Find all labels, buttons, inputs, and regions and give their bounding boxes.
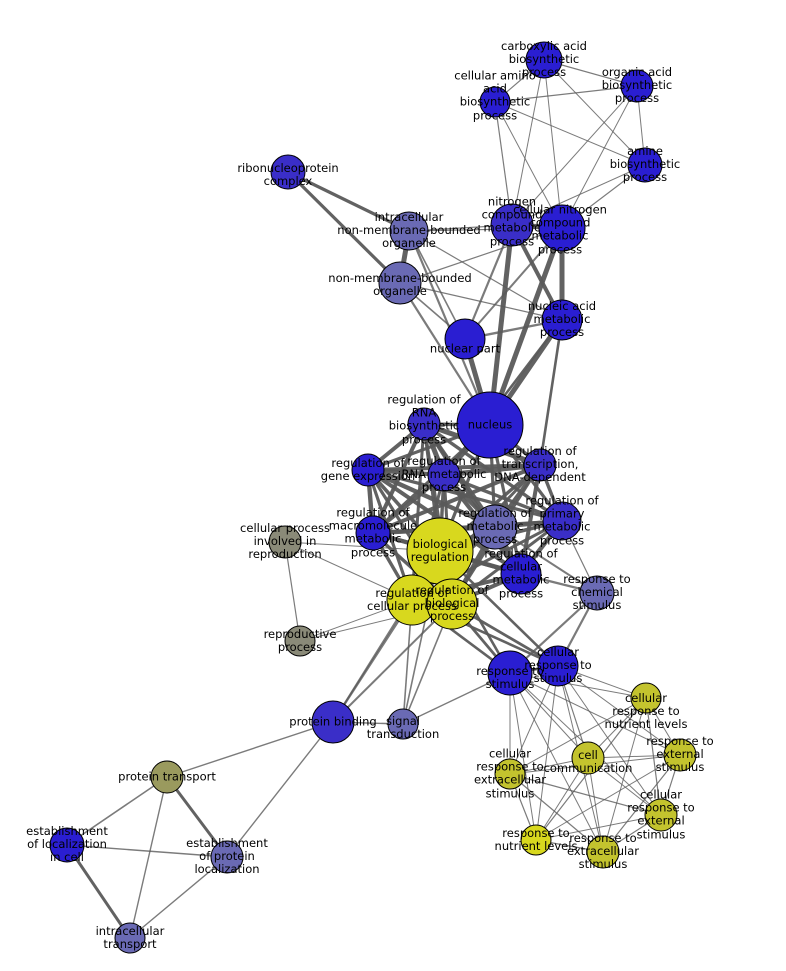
graph-edge <box>602 697 647 853</box>
graph-node-regulation-of-rna-metabolic-process[interactable] <box>427 458 461 492</box>
graph-edge <box>464 227 563 340</box>
graph-node-regulation-of-macromolecule-metabolic-process[interactable] <box>355 515 391 551</box>
graph-edge <box>66 844 228 858</box>
graph-edge <box>408 230 563 321</box>
graph-edge <box>645 697 662 816</box>
nodes-layer <box>49 41 697 954</box>
graph-edge <box>286 170 402 285</box>
graph-node-amine-biosynthetic-process[interactable] <box>627 147 663 183</box>
graph-edge <box>509 697 647 775</box>
graph-node-response-to-nutrient-levels[interactable] <box>520 824 552 856</box>
graph-edge <box>494 85 638 103</box>
graph-edge <box>509 672 647 699</box>
graph-node-nucleus[interactable] <box>456 391 524 459</box>
graph-edge <box>399 282 563 321</box>
graph-node-cell-communication[interactable] <box>571 741 605 775</box>
graph-node-regulation-of-biological-process[interactable] <box>426 578 478 630</box>
graph-edge <box>332 603 453 723</box>
graph-node-response-to-chemical-stimulus[interactable] <box>579 575 615 611</box>
graph-node-establishment-of-localization-in-cell[interactable] <box>49 827 85 863</box>
graph-node-regulation-of-cellular-metabolic-process[interactable] <box>500 553 542 595</box>
graph-node-response-to-external-stimulus[interactable] <box>663 738 697 772</box>
graph-edge <box>367 467 496 530</box>
graph-node-nucleic-acid-metabolic-process[interactable] <box>541 299 583 341</box>
graph-edge <box>226 721 334 858</box>
graph-node-organic-acid-biosynthetic-process[interactable] <box>620 69 654 103</box>
graph-node-cellular-process-involved-in-reproduction[interactable] <box>268 525 302 559</box>
graph-edge <box>494 101 646 166</box>
graph-edge <box>423 422 563 523</box>
graph-edge <box>543 59 646 166</box>
graph-edge <box>287 170 410 233</box>
graph-node-cellular-response-to-external-stimulus[interactable] <box>644 798 678 832</box>
graph-edge <box>543 59 563 229</box>
graph-edge <box>557 665 681 756</box>
graph-edge <box>487 224 515 426</box>
graph-edge <box>129 776 168 939</box>
graph-node-protein-binding[interactable] <box>311 700 355 744</box>
graph-node-non-membrane-bounded-organelle[interactable] <box>378 261 422 305</box>
graph-node-cellular-response-to-extracellular-stimulus[interactable] <box>494 758 526 790</box>
graph-edge <box>284 541 301 642</box>
graph-edge <box>509 672 537 841</box>
graph-node-protein-transport[interactable] <box>150 760 184 794</box>
graph-node-cellular-amino-acid-biosynthetic-process[interactable] <box>479 86 511 118</box>
graph-edge <box>408 227 563 232</box>
graph-edge <box>509 773 604 853</box>
graph-edge <box>65 844 132 939</box>
graph-edge <box>511 59 545 226</box>
graph-edge <box>511 164 646 226</box>
graph-node-cellular-response-to-stimulus[interactable] <box>537 645 579 687</box>
graph-edge <box>511 85 638 226</box>
graph-node-ribonucleoprotein-complex[interactable] <box>270 154 306 190</box>
graph-node-intracellular-non-membrane-bounded-organelle[interactable] <box>389 211 429 251</box>
graph-edge <box>538 319 564 466</box>
graph-node-nuclear-part[interactable] <box>444 318 486 360</box>
graph-node-biological-regulation[interactable] <box>406 517 474 585</box>
graph-node-cellular-nitrogen-compound-metabolic-process[interactable] <box>538 204 586 252</box>
graph-edge <box>66 776 168 846</box>
edges-layer <box>65 59 681 939</box>
graph-edge <box>166 721 334 778</box>
graph-edge <box>557 665 662 816</box>
graph-edge <box>561 85 638 229</box>
graph-node-regulation-of-metabolic-process[interactable] <box>472 504 518 550</box>
graph-edge <box>165 776 229 858</box>
graph-node-reproductive-process[interactable] <box>284 625 316 657</box>
graph-node-regulation-of-primary-metabolic-process[interactable] <box>542 501 582 541</box>
graph-node-establishment-of-protein-localization[interactable] <box>210 840 244 874</box>
graph-node-cellular-response-to-nutrient-levels[interactable] <box>630 682 662 714</box>
graph-node-intracellular-transport[interactable] <box>114 922 146 954</box>
graph-edge <box>367 468 563 523</box>
graph-node-response-to-stimulus[interactable] <box>487 650 533 696</box>
graph-edge <box>535 754 681 841</box>
graph-edge <box>602 754 681 853</box>
graph-node-regulation-of-rna-biosynthetic-process[interactable] <box>407 407 441 441</box>
graph-node-nitrogen-compound-metabolic-process[interactable] <box>490 203 534 247</box>
graph-node-signal-transduction[interactable] <box>387 708 419 740</box>
graph-node-response-to-extracellular-stimulus[interactable] <box>586 835 620 869</box>
graph-node-carboxylic-acid-biosynthetic-process[interactable] <box>525 41 563 79</box>
graph-edge <box>535 814 662 841</box>
graph-edge <box>129 856 228 939</box>
graph-edge <box>509 773 662 816</box>
graph-node-regulation-of-gene-expression[interactable] <box>351 453 385 487</box>
graph-edge <box>509 672 604 853</box>
graph-node-regulation-of-transcription-dna-dependent[interactable] <box>523 448 557 482</box>
